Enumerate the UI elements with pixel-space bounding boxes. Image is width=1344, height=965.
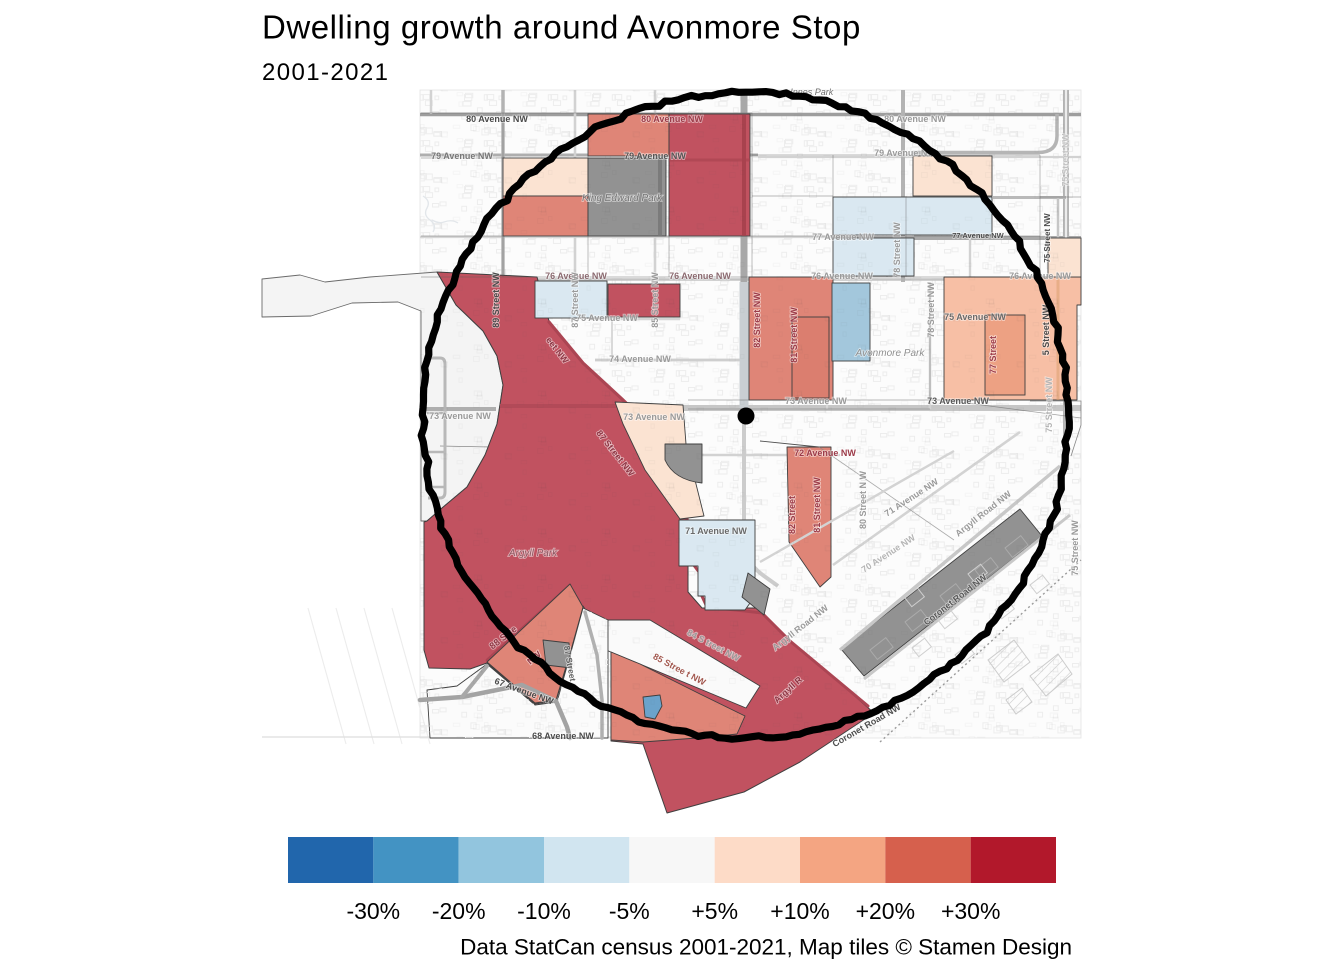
svg-text:75 Avenue NW: 75 Avenue NW xyxy=(944,312,1006,322)
svg-text:+20%: +20% xyxy=(856,898,915,924)
svg-text:80 Avenue NW: 80 Avenue NW xyxy=(884,114,946,124)
svg-text:75 Street NW: 75 Street NW xyxy=(1044,377,1054,433)
svg-text:Avonmore Park: Avonmore Park xyxy=(855,348,926,359)
svg-text:77 Street: 77 Street xyxy=(988,336,998,374)
svg-text:2001-2021: 2001-2021 xyxy=(262,59,389,86)
svg-text:85 Street NW: 85 Street NW xyxy=(650,272,660,328)
svg-text:78 Street NW: 78 Street NW xyxy=(926,282,936,338)
svg-text:+30%: +30% xyxy=(941,898,1000,924)
svg-text:80 Avenue NW: 80 Avenue NW xyxy=(641,114,703,124)
svg-text:-30%: -30% xyxy=(346,898,400,924)
svg-text:79 Avenue NW: 79 Avenue NW xyxy=(431,151,493,161)
svg-text:81 Street NW: 81 Street NW xyxy=(812,477,822,533)
svg-text:79 Avenue NW: 79 Avenue NW xyxy=(874,148,936,158)
svg-text:78 Street NW: 78 Street NW xyxy=(892,222,902,278)
svg-text:80 Street N W: 80 Street N W xyxy=(858,470,868,529)
svg-text:77 Avenue NW: 77 Avenue NW xyxy=(952,231,1004,240)
svg-text:76 Avenue NW: 76 Avenue NW xyxy=(669,271,731,281)
svg-text:76 Avenue NW: 76 Avenue NW xyxy=(545,271,607,281)
svg-text:72 Avenue NW: 72 Avenue NW xyxy=(794,448,856,458)
svg-text:73 Avenue NW: 73 Avenue NW xyxy=(623,412,685,422)
svg-text:King Edward Park: King Edward Park xyxy=(582,193,663,204)
svg-text:82 Street: 82 Street xyxy=(787,496,797,534)
svg-text:77 Avenue NW: 77 Avenue NW xyxy=(812,232,874,242)
svg-text:75 Street NW: 75 Street NW xyxy=(1043,213,1052,263)
svg-text:p Innes Park: p Innes Park xyxy=(782,87,834,97)
svg-text:73 Avenue NW: 73 Avenue NW xyxy=(429,411,491,421)
svg-text:73 Avenue NW: 73 Avenue NW xyxy=(927,396,989,406)
svg-text:-20%: -20% xyxy=(432,898,486,924)
svg-text:Data StatCan census 2001-2021,: Data StatCan census 2001-2021, Map tiles… xyxy=(460,935,1072,960)
svg-text:-5%: -5% xyxy=(609,898,650,924)
svg-text:75 Street NW: 75 Street NW xyxy=(1070,520,1080,576)
svg-text:79 Avenue NW: 79 Avenue NW xyxy=(624,151,686,161)
svg-text:75 Avenue NW: 75 Avenue NW xyxy=(576,313,638,323)
svg-text:-10%: -10% xyxy=(517,898,571,924)
svg-text:68 Avenue NW: 68 Avenue NW xyxy=(532,731,594,741)
svg-text:87 Street NW: 87 Street NW xyxy=(570,272,580,328)
svg-text:74 Avenue NW: 74 Avenue NW xyxy=(609,354,671,364)
svg-text:71 Avenue NW: 71 Avenue NW xyxy=(685,526,747,536)
svg-text:80 Avenue NW: 80 Avenue NW xyxy=(466,114,528,124)
svg-text:82 Street NW: 82 Street NW xyxy=(752,292,762,348)
svg-text:5 Street NW: 5 Street NW xyxy=(1041,304,1051,355)
svg-text:+10%: +10% xyxy=(770,898,829,924)
svg-text:89 Street NW: 89 Street NW xyxy=(491,272,501,328)
svg-text:76 Avenue NW: 76 Avenue NW xyxy=(811,271,873,281)
svg-text:Argyll Park: Argyll Park xyxy=(508,548,558,559)
svg-text:+5%: +5% xyxy=(691,898,738,924)
svg-text:75 Street NW: 75 Street NW xyxy=(1060,133,1070,186)
svg-text:81 Street NW: 81 Street NW xyxy=(789,307,799,363)
svg-text:Dwelling growth around Avonmor: Dwelling growth around Avonmore Stop xyxy=(262,9,861,46)
svg-text:73 Avenue NW: 73 Avenue NW xyxy=(785,396,847,406)
